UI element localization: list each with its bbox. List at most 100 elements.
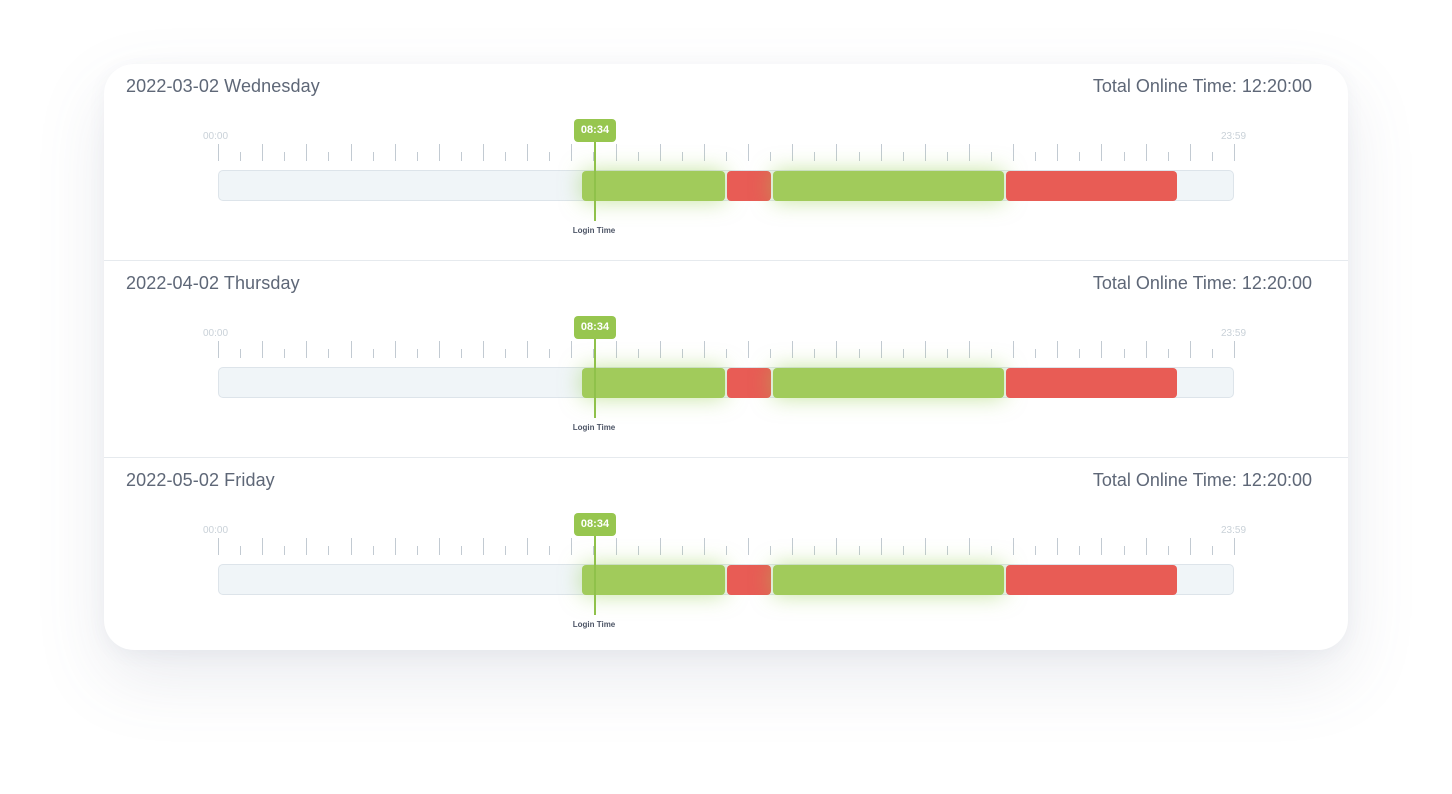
axis-tick: [240, 546, 241, 555]
axis-tick: [593, 152, 594, 161]
axis-tick: [770, 152, 771, 161]
axis-tick: [1234, 341, 1235, 358]
axis-tick: [770, 546, 771, 555]
axis-tick: [991, 546, 992, 555]
row-divider: [104, 457, 1348, 458]
axis-tick: [417, 349, 418, 358]
login-time-badge[interactable]: 08:34: [574, 316, 616, 339]
axis-tick: [1101, 341, 1102, 358]
axis-tick: [351, 538, 352, 555]
axis-tick: [461, 152, 462, 161]
axis-tick: [373, 152, 374, 161]
axis-tick: [483, 144, 484, 161]
online-segment[interactable]: [773, 171, 1004, 201]
axis-tick: [1124, 349, 1125, 358]
axis-tick: [925, 144, 926, 161]
login-time-label: Login Time: [572, 423, 616, 432]
offline-segment[interactable]: [727, 171, 771, 201]
day-date: 2022-03-02 Wednesday: [126, 76, 320, 96]
axis-tick: [1101, 144, 1102, 161]
axis-tick: [969, 144, 970, 161]
axis-tick: [306, 538, 307, 555]
axis-tick: [770, 349, 771, 358]
day-row: 2022-05-02 Friday Total Online Time: 12:…: [104, 458, 1348, 650]
axis-tick: [262, 341, 263, 358]
offline-segment[interactable]: [1006, 171, 1177, 201]
axis-tick: [328, 546, 329, 555]
axis-tick: [527, 341, 528, 358]
axis-tick: [748, 538, 749, 555]
axis-tick: [284, 546, 285, 555]
axis-tick: [682, 152, 683, 161]
offline-segment[interactable]: [727, 368, 771, 398]
axis-tick: [616, 144, 617, 161]
axis-tick: [351, 144, 352, 161]
online-segment[interactable]: [582, 368, 725, 398]
axis-tick: [218, 341, 219, 358]
axis-tick: [1013, 144, 1014, 161]
login-marker-line: [594, 536, 596, 615]
axis-tick: [593, 546, 594, 555]
axis-tick: [505, 152, 506, 161]
offline-segment[interactable]: [1006, 565, 1177, 595]
axis-tick: [527, 144, 528, 161]
online-segment[interactable]: [582, 171, 725, 201]
axis-tick: [505, 349, 506, 358]
axis-tick: [991, 349, 992, 358]
axis-tick: [792, 538, 793, 555]
axis-tick: [1212, 152, 1213, 161]
axis-tick: [505, 546, 506, 555]
axis-tick: [262, 144, 263, 161]
axis-tick: [571, 341, 572, 358]
axis-tick: [1234, 538, 1235, 555]
axis-tick: [1035, 349, 1036, 358]
axis-tick: [395, 144, 396, 161]
axis-tick: [328, 152, 329, 161]
axis-tick: [859, 349, 860, 358]
axis-tick: [903, 349, 904, 358]
axis-tick: [814, 546, 815, 555]
online-time-card: 2022-03-02 Wednesday Total Online Time: …: [104, 64, 1348, 650]
axis-tick: [814, 152, 815, 161]
axis-tick: [1124, 546, 1125, 555]
login-time-badge[interactable]: 08:34: [574, 513, 616, 536]
offline-segment[interactable]: [727, 565, 771, 595]
axis-tick: [1168, 152, 1169, 161]
axis-tick: [395, 341, 396, 358]
axis-tick: [417, 152, 418, 161]
total-online-time: Total Online Time: 12:20:00: [1092, 470, 1312, 490]
axis-tick: [1013, 341, 1014, 358]
axis-tick: [527, 538, 528, 555]
axis-tick: [660, 144, 661, 161]
login-marker-line: [594, 142, 596, 221]
axis-tick: [638, 152, 639, 161]
login-time-badge[interactable]: 08:34: [574, 119, 616, 142]
axis-tick: [792, 341, 793, 358]
axis-tick: [726, 349, 727, 358]
axis-tick: [306, 144, 307, 161]
axis-tick: [947, 152, 948, 161]
login-marker-line: [594, 339, 596, 418]
axis-tick: [704, 144, 705, 161]
total-online-time: Total Online Time: 12:20:00: [1092, 76, 1312, 96]
axis-tick: [1146, 538, 1147, 555]
axis-tick: [836, 341, 837, 358]
axis-tick: [638, 546, 639, 555]
axis-tick: [748, 341, 749, 358]
axis-tick: [682, 546, 683, 555]
axis-end-label: 23:59: [1221, 525, 1247, 536]
offline-segment[interactable]: [1006, 368, 1177, 398]
axis-tick: [373, 546, 374, 555]
day-row: 2022-04-02 Thursday Total Online Time: 1…: [104, 261, 1348, 458]
axis-tick: [1101, 538, 1102, 555]
axis-tick: [439, 341, 440, 358]
axis-tick: [328, 349, 329, 358]
axis-tick: [859, 152, 860, 161]
online-segment[interactable]: [773, 368, 1004, 398]
axis-start-label: 00:00: [203, 328, 229, 339]
login-time-label: Login Time: [572, 620, 616, 629]
axis-tick: [682, 349, 683, 358]
axis-end-label: 23:59: [1221, 131, 1247, 142]
online-segment[interactable]: [582, 565, 725, 595]
online-segment[interactable]: [773, 565, 1004, 595]
